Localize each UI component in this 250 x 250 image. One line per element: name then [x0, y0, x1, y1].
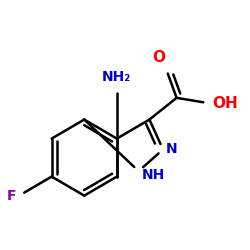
- Text: N: N: [166, 142, 177, 156]
- Text: NH: NH: [141, 168, 165, 182]
- Text: OH: OH: [212, 96, 238, 111]
- Text: O: O: [153, 50, 166, 65]
- Text: F: F: [7, 188, 16, 202]
- Text: NH₂: NH₂: [102, 70, 132, 84]
